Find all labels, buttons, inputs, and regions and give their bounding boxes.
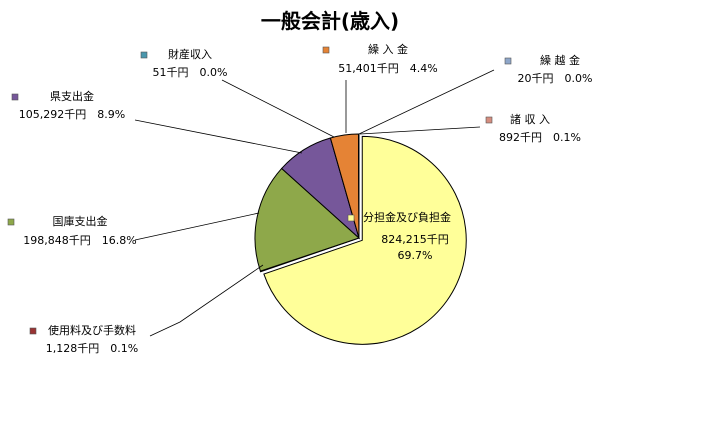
slice-labels: 分担金及び負担金 824,215千円 69.7% 使用料及び手数料 1,128千円 0.… — [7, 42, 593, 355]
pie-slice-1 — [263, 135, 467, 345]
slice-name-label-5: 財産収入 — [168, 47, 212, 61]
slice-value-label-6: 51,401千円 4.4% — [338, 62, 437, 75]
legend-swatch-2 — [29, 327, 37, 335]
pie-slice-3 — [254, 167, 360, 272]
slice-name-label-6: 繰 入 金 — [368, 42, 408, 56]
leader-line-2 — [149, 264, 264, 337]
slice-value-label-5: 51千円 0.0% — [153, 66, 228, 79]
legend-swatch-1 — [347, 214, 355, 222]
slice-value-label-7: 20千円 0.0% — [518, 72, 593, 85]
legend-swatch-7 — [504, 57, 512, 65]
slice-name-label-7: 繰 越 金 — [540, 53, 580, 67]
slice-name-label-1: 分担金及び負担金 — [363, 210, 451, 224]
pie-slices — [254, 133, 467, 345]
leader-line-3 — [134, 212, 260, 241]
slice-value-label-8: 892千円 0.1% — [499, 131, 581, 144]
leader-line-5 — [221, 79, 335, 138]
slice-value-label-3: 198,848千円 16.8% — [23, 234, 136, 247]
slice-name-label-2: 使用料及び手数料 — [48, 323, 136, 337]
leader-lines — [134, 69, 495, 337]
legend-swatch-5 — [140, 51, 148, 59]
legend-swatch-4 — [11, 93, 19, 101]
slice-name-label-8: 諸 収 入 — [510, 112, 550, 126]
legend-swatch-8 — [485, 116, 493, 124]
slice-name-label-4: 県支出金 — [50, 89, 94, 103]
leader-line-4 — [134, 119, 303, 154]
chart-title: 一般会計(歳入) — [261, 9, 399, 33]
leader-line-7 — [358, 69, 495, 135]
slice-percent-label-1: 69.7% — [398, 249, 433, 262]
slice-name-label-3: 国庫支出金 — [53, 214, 108, 228]
leader-line-8 — [359, 126, 481, 135]
slice-value-label-4: 105,292千円 8.9% — [19, 108, 125, 121]
slice-value-label-1: 824,215千円 — [381, 233, 449, 246]
slice-value-label-2: 1,128千円 0.1% — [46, 342, 138, 355]
legend-swatch-6 — [322, 46, 330, 54]
legend-swatch-3 — [7, 218, 15, 226]
